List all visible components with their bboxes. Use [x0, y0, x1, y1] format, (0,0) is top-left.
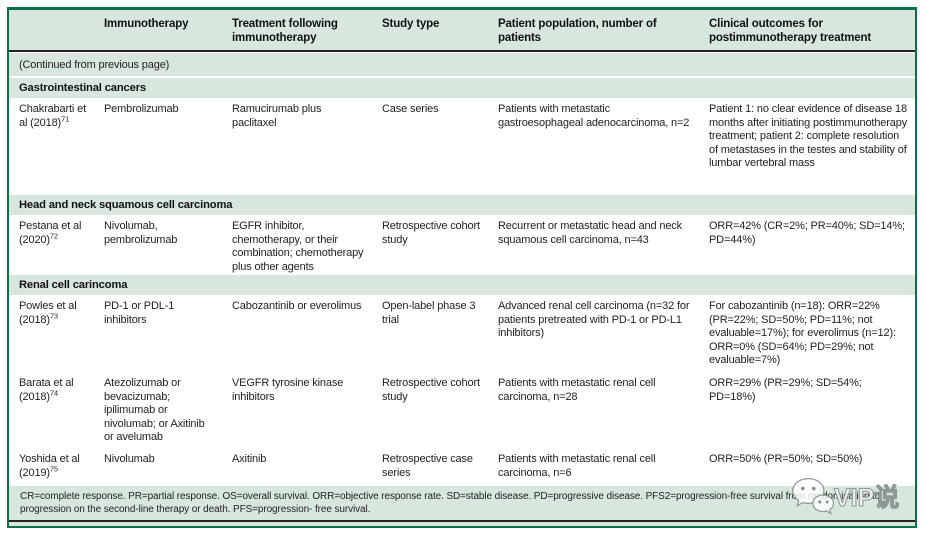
outcomes-cell: ORR=29% (PR=29%; SD=54%; PD=18%)	[709, 377, 862, 403]
population-cell: Patients with metastatic renal cell carc…	[498, 377, 656, 403]
outcomes-cell: Patient 1: no clear evidence of disease …	[709, 103, 908, 169]
study-name: Powles et al (2018)	[19, 300, 77, 326]
table-row: Yoshida et al (2019)75 Nivolumab Axitini…	[9, 449, 915, 485]
treatment-cell: Ramucirumab plus paclitaxel	[232, 103, 322, 129]
header-population: Patient population, number of patients	[498, 18, 657, 44]
section-head-neck: Head and neck squamous cell carcinoma	[9, 194, 915, 216]
study-type-cell: Case series	[382, 103, 439, 115]
header-divider	[9, 50, 915, 52]
population-cell: Patients with metastatic renal cell carc…	[498, 453, 656, 479]
study-name: Barata et al (2018)	[19, 377, 74, 403]
section-renal: Renal cell carincoma	[9, 274, 915, 296]
study-type-cell: Retrospective case series	[382, 453, 473, 479]
study-type-cell: Retrospective cohort study	[382, 220, 480, 246]
study-reference: Yoshida et al (2019)75	[9, 449, 94, 485]
immunotherapy-cell: Nivolumab	[104, 453, 155, 465]
treatment-cell: Axitinib	[232, 453, 267, 465]
reference-number: 71	[61, 113, 70, 123]
immunotherapy-cell: Pembrolizumab	[104, 103, 179, 115]
abbreviations-footnote: CR=complete response. PR=partial respons…	[20, 491, 881, 515]
footer-divider	[9, 520, 915, 522]
study-reference: Chakrabarti et al (2018)71	[9, 99, 94, 194]
study-reference: Powles et al (2018)73	[9, 296, 94, 373]
reference-number: 73	[49, 310, 58, 320]
population-cell: Patients with metastatic gastroesophagea…	[498, 103, 690, 129]
immunotherapy-cell: Atezolizumab or bevacizumab; ipilimumab …	[104, 377, 205, 443]
table-footer: CR=complete response. PR=partial respons…	[9, 485, 915, 526]
continued-note: (Continued from previous page)	[9, 52, 915, 77]
reference-number: 75	[49, 463, 58, 473]
treatment-cell: EGFR inhibitor, chemotherapy, or their c…	[232, 220, 364, 273]
study-name: Yoshida et al (2019)	[19, 453, 80, 479]
table-row: Pestana et al (2020)72 Nivolumab, pembro…	[9, 216, 915, 274]
table-header-row: Immunotherapy Treatment following immuno…	[9, 10, 915, 50]
table-row: Barata et al (2018)74 Atezolizumab or be…	[9, 373, 915, 449]
study-reference: Barata et al (2018)74	[9, 373, 94, 449]
outcomes-cell: ORR=42% (CR=2%; PR=40%; SD=14%; PD=44%)	[709, 220, 905, 246]
study-reference: Pestana et al (2020)72	[9, 216, 94, 274]
header-immunotherapy: Immunotherapy	[104, 18, 189, 30]
header-study-type: Study type	[382, 18, 440, 30]
section-gastrointestinal: Gastrointestinal cancers	[9, 77, 915, 99]
header-outcomes: Clinical outcomes for postimmunotherapy …	[709, 18, 872, 44]
outcomes-cell: ORR=50% (PR=50%; SD=50%)	[709, 453, 863, 465]
study-name: Pestana et al (2020)	[19, 220, 82, 246]
study-type-cell: Open-label phase 3 trial	[382, 300, 476, 326]
population-cell: Recurrent or metastatic head and neck sq…	[498, 220, 682, 246]
reference-number: 74	[49, 387, 58, 397]
study-type-cell: Retrospective cohort study	[382, 377, 480, 403]
treatment-cell: VEGFR tyrosine kinase inhibitors	[232, 377, 344, 403]
immunotherapy-cell: Nivolumab, pembrolizumab	[104, 220, 178, 246]
study-name: Chakrabarti et al (2018)	[19, 103, 86, 129]
table-row: Chakrabarti et al (2018)71 Pembrolizumab…	[9, 99, 915, 194]
journal-table: Immunotherapy Treatment following immuno…	[7, 7, 917, 528]
immunotherapy-cell: PD-1 or PDL-1 inhibitors	[104, 300, 175, 326]
outcomes-cell: For cabozantinib (n=18): ORR=22% (PR=22%…	[709, 300, 896, 366]
table-row: Powles et al (2018)73 PD-1 or PDL-1 inhi…	[9, 296, 915, 373]
treatment-cell: Cabozantinib or everolimus	[232, 300, 362, 312]
header-study	[9, 10, 94, 50]
header-treatment: Treatment following immunotherapy	[232, 18, 338, 44]
population-cell: Advanced renal cell carcinoma (n=32 for …	[498, 300, 690, 339]
reference-number: 72	[49, 230, 58, 240]
